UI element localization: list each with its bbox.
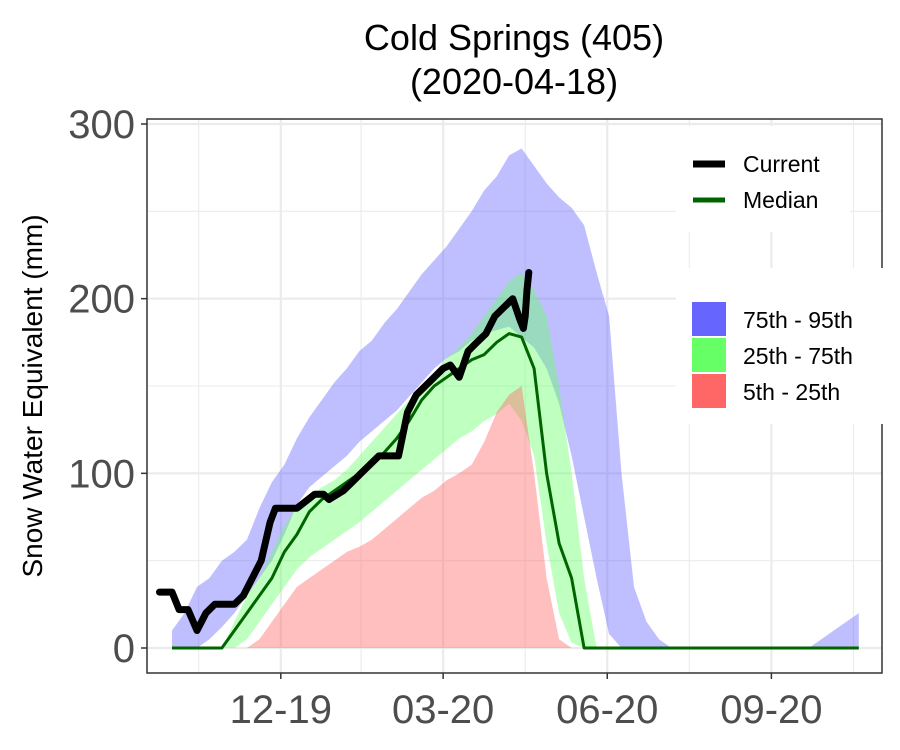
x-tick-label: 09-20 bbox=[720, 688, 822, 732]
band-5th-25th bbox=[172, 386, 859, 648]
legend-band-label: 5th - 25th bbox=[743, 379, 840, 405]
y-axis: 0 100 200 300 bbox=[68, 103, 147, 671]
x-tick-label: 12-19 bbox=[230, 688, 332, 732]
legend-label-current: Current bbox=[743, 151, 820, 177]
x-tick-label: 03-20 bbox=[392, 688, 494, 732]
legend-band-label: 75th - 95th bbox=[743, 307, 853, 333]
legend-swatch bbox=[692, 374, 726, 408]
legend-bands: 75th - 95th 25th - 75th 5th - 25th bbox=[676, 268, 888, 424]
y-tick-label: 100 bbox=[68, 452, 135, 496]
chart-title: Cold Springs (405) bbox=[364, 17, 664, 58]
y-tick-label: 200 bbox=[68, 278, 135, 322]
x-axis: 12-19 03-20 06-20 09-20 bbox=[230, 673, 823, 732]
band-25th-75th bbox=[172, 272, 859, 648]
median-line bbox=[172, 332, 859, 650]
grid-minor bbox=[147, 119, 882, 673]
legend-label-median: Median bbox=[743, 187, 818, 213]
legend-band-label: 25th - 75th bbox=[743, 343, 853, 369]
legend-lines: Current Median bbox=[676, 126, 850, 232]
series-lines bbox=[156, 269, 859, 650]
y-tick-label: 0 bbox=[113, 627, 135, 671]
legend-swatch bbox=[692, 338, 726, 372]
legend-swatch bbox=[692, 302, 726, 336]
legend-lines-box bbox=[676, 126, 850, 232]
y-tick-label: 300 bbox=[68, 103, 135, 147]
current-line bbox=[156, 269, 533, 634]
y-axis-title: Snow Water Equivalent (mm) bbox=[17, 214, 48, 577]
chart-subtitle: (2020-04-18) bbox=[410, 61, 618, 102]
x-tick-label: 06-20 bbox=[556, 688, 658, 732]
